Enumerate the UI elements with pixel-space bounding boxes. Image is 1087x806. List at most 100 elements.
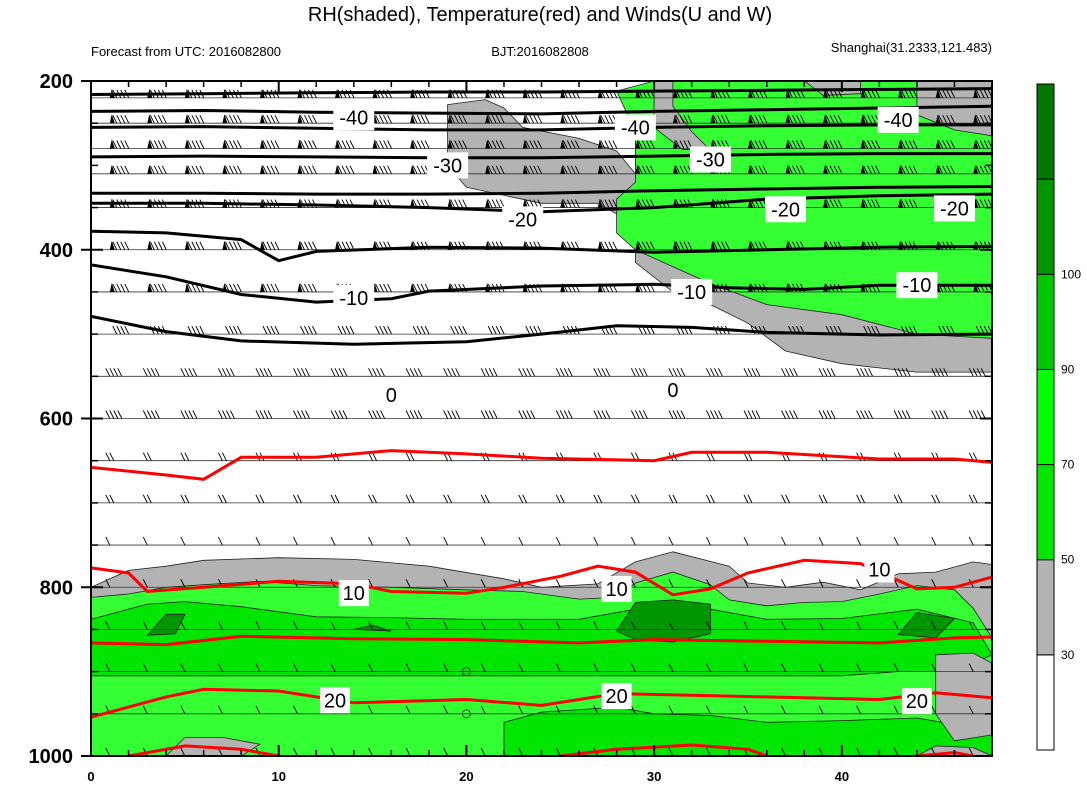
isotherm-label-11: 0 (381, 381, 401, 408)
wind-barb-3-11-3 (312, 165, 317, 175)
wind-barb-9-29-1 (634, 410, 640, 419)
wind-flag-1-9 (259, 114, 265, 124)
wind-barb-6-3-0 (149, 283, 155, 293)
wind-barb-16-31-0 (668, 705, 674, 715)
x-tick-label-3: 30 (647, 769, 661, 784)
wind-barb-1-3-1 (153, 114, 159, 124)
wind-barb-2-47-2 (983, 140, 989, 149)
wind-flag-6-17 (410, 282, 416, 292)
wind-barb-5-3-2 (157, 241, 163, 250)
wind-barb-8-19-3 (455, 368, 461, 377)
wind-barb-4-41-2 (871, 199, 877, 208)
wind-barb-1-41-2 (871, 114, 877, 124)
wind-barb-12-15-0 (368, 536, 373, 546)
wind-barb-7-21-0 (487, 325, 493, 335)
wind-barb-11-41-0 (856, 494, 862, 504)
wind-barb-8-37-3 (793, 368, 798, 377)
wind-barb-12-39-0 (818, 536, 824, 546)
wind-barb-3-5-3 (199, 165, 205, 175)
wind-barb-8-7-1 (221, 368, 227, 377)
isotherm-label-text-7: -20 (940, 198, 969, 220)
wind-barb-9-23-2 (526, 410, 532, 419)
wind-barb-1-35-3 (762, 114, 768, 124)
wind-barb-16-27-0 (593, 705, 599, 715)
wind-barb-7-9-0 (262, 325, 268, 335)
wind-barb-8-45-1 (935, 368, 941, 377)
wind-barb-17-31-0 (668, 747, 674, 756)
wind-barb-10-1-0 (105, 452, 111, 461)
wind-barb-0-47-0 (975, 89, 981, 99)
wind-barb-15-47-0 (968, 663, 974, 672)
wind-barb-16-45-0 (931, 705, 937, 715)
wind-barb-7-43-1 (904, 325, 910, 335)
wind-barb-6-15-1 (379, 283, 384, 293)
wind-barb-3-25-3 (574, 165, 580, 175)
wind-barb-8-25-3 (567, 368, 573, 377)
isotherm-label-bg-5 (502, 206, 544, 233)
wind-barb-7-11-1 (304, 325, 309, 335)
wind-barb-9-3-1 (146, 410, 152, 419)
wind-barb-3-13-1 (341, 165, 347, 175)
wind-barb-14-21-0 (480, 621, 486, 630)
wind-barb-9-23-1 (522, 410, 528, 419)
wind-barb-4-23-3 (537, 199, 543, 208)
wind-barb-5-27-0 (600, 241, 606, 250)
wind-barb-3-7-1 (228, 165, 234, 175)
wind-barb-8-37-0 (781, 368, 786, 377)
wind-barb-11-25-0 (555, 494, 561, 504)
wind-barb-2-9-3 (274, 140, 280, 149)
wind-barb-7-17-3 (424, 325, 430, 335)
wind-barb-6-7-3 (236, 283, 242, 293)
wind-flag-5-35 (747, 240, 753, 250)
wind-barb-9-7-2 (225, 410, 231, 419)
wind-flag-3-17 (410, 164, 416, 174)
wind-barb-2-29-0 (637, 140, 643, 149)
wind-barb-11-9-0 (255, 494, 261, 504)
wind-barb-12-31-0 (668, 536, 674, 546)
wind-barb-7-45-1 (942, 325, 948, 335)
wind-barb-1-19-1 (454, 114, 460, 124)
wind-barb-7-1-1 (116, 325, 122, 335)
wind-barb-1-15-3 (387, 114, 392, 124)
wind-barb-9-45-0 (931, 410, 937, 419)
wind-barb-8-33-0 (706, 368, 711, 377)
wind-flag-1-35 (747, 114, 753, 124)
wind-barb-7-7-2 (232, 325, 238, 335)
wind-barb-6-5-0 (187, 283, 193, 293)
wind-barb-11-25-1 (559, 494, 565, 504)
wind-barb-14-13-0 (330, 621, 336, 630)
wind-barb-1-27-0 (600, 114, 606, 124)
wind-barb-16-29-0 (630, 705, 636, 715)
wind-barb-1-1-1 (116, 114, 122, 124)
wind-barb-12-1-0 (105, 536, 111, 546)
wind-barb-5-13-1 (341, 241, 347, 250)
isotherm-label-text-18: 20 (906, 691, 928, 713)
wind-barb-2-41-3 (875, 140, 881, 149)
wind-barb-2-27-2 (608, 140, 614, 149)
wind-barb-10-5-1 (184, 452, 190, 461)
wind-flag-0-31 (672, 88, 678, 98)
wind-flag-1-25 (560, 114, 566, 124)
wind-flag-3-21 (485, 164, 491, 174)
wind-barb-5-1-0 (112, 241, 118, 250)
wind-barb-3-25-2 (570, 165, 576, 175)
wind-barb-3-7-0 (224, 165, 230, 175)
wind-barb-9-31-3 (680, 410, 686, 419)
wind-barb-13-3-0 (142, 579, 148, 588)
wind-barb-7-21-3 (499, 325, 505, 335)
wind-barb-8-45-0 (931, 368, 937, 377)
wind-barb-5-31-0 (675, 241, 681, 250)
wind-barb-4-25-1 (566, 199, 572, 208)
wind-barb-16-43-0 (893, 705, 899, 715)
wind-barb-3-47-1 (979, 165, 985, 175)
wind-barb-5-29-3 (649, 241, 655, 250)
chart-title: RH(shaded), Temperature(red) and Winds(U… (308, 4, 772, 26)
wind-flag-2-3 (147, 139, 153, 149)
wind-barb-3-41-1 (867, 165, 873, 175)
wind-barb-17-17-0 (405, 747, 411, 756)
wind-barb-9-39-2 (826, 410, 832, 419)
wind-barb-1-5-1 (191, 114, 197, 124)
rh-region-4 (146, 613, 186, 636)
wind-flag-3-45 (935, 164, 941, 174)
red-isotherm-1 (91, 558, 992, 597)
